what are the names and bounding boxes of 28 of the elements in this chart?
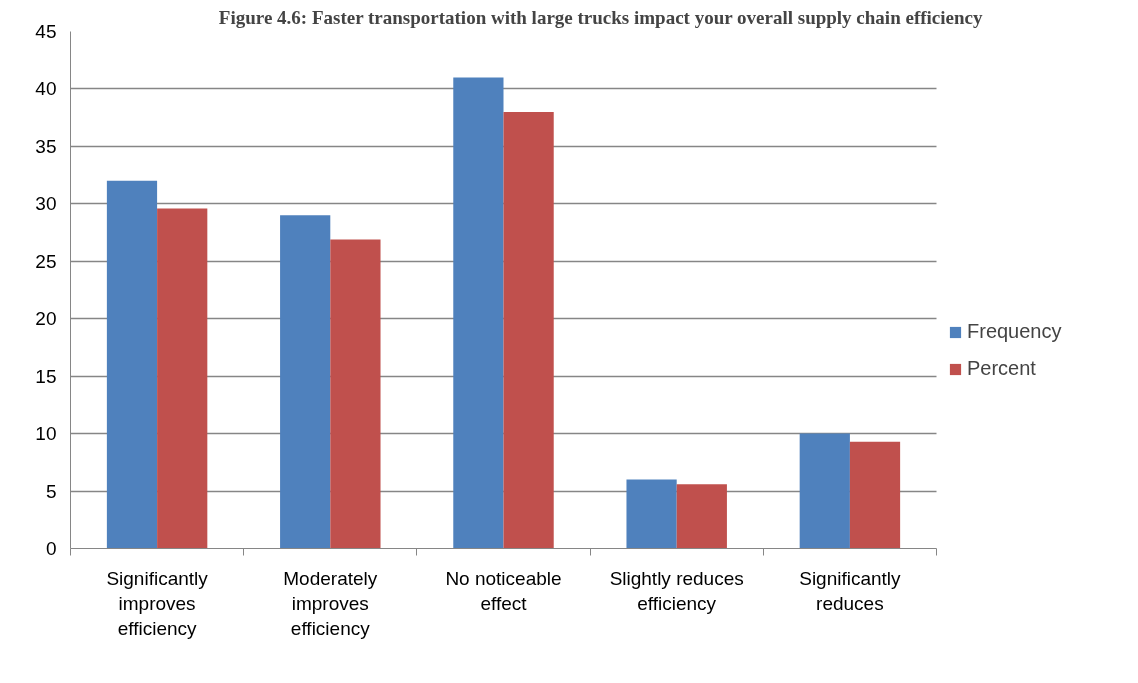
bar [676, 484, 727, 549]
y-tick-label: 40 [35, 78, 57, 100]
bar [799, 433, 850, 549]
bar [157, 208, 208, 549]
bar [330, 239, 381, 549]
x-tick-label: Significantly reduces [799, 567, 902, 614]
y-tick-label: 5 [45, 480, 57, 502]
bar [626, 479, 677, 549]
y-tick-label: 45 [35, 21, 57, 42]
legend-label: Percent [967, 357, 1036, 380]
x-tick-label: No noticeable effect [445, 567, 562, 614]
bar [106, 180, 158, 549]
x-tick-label: Significantly improves efficiency [106, 567, 209, 639]
y-tick-label: 25 [35, 250, 57, 272]
y-tick-label: 35 [35, 135, 57, 157]
y-tick-label: 10 [35, 423, 57, 445]
x-tick-label: Slightly reduces efficiency [609, 567, 744, 614]
legend-label: Frequency [967, 320, 1062, 343]
y-tick-label: 20 [35, 308, 57, 330]
bar [280, 215, 331, 549]
y-tick-label: 15 [35, 365, 57, 387]
bar [849, 441, 901, 549]
chart-title: Figure 4.6: Faster transportation with large trucks impact your overall supply chain efficiency [218, 6, 983, 28]
bar [503, 111, 554, 549]
y-tick-label: 0 [45, 538, 57, 559]
bar [453, 77, 504, 549]
y-tick-label: 30 [35, 193, 57, 215]
x-tick-label: Moderately improves efficiency [283, 567, 378, 639]
